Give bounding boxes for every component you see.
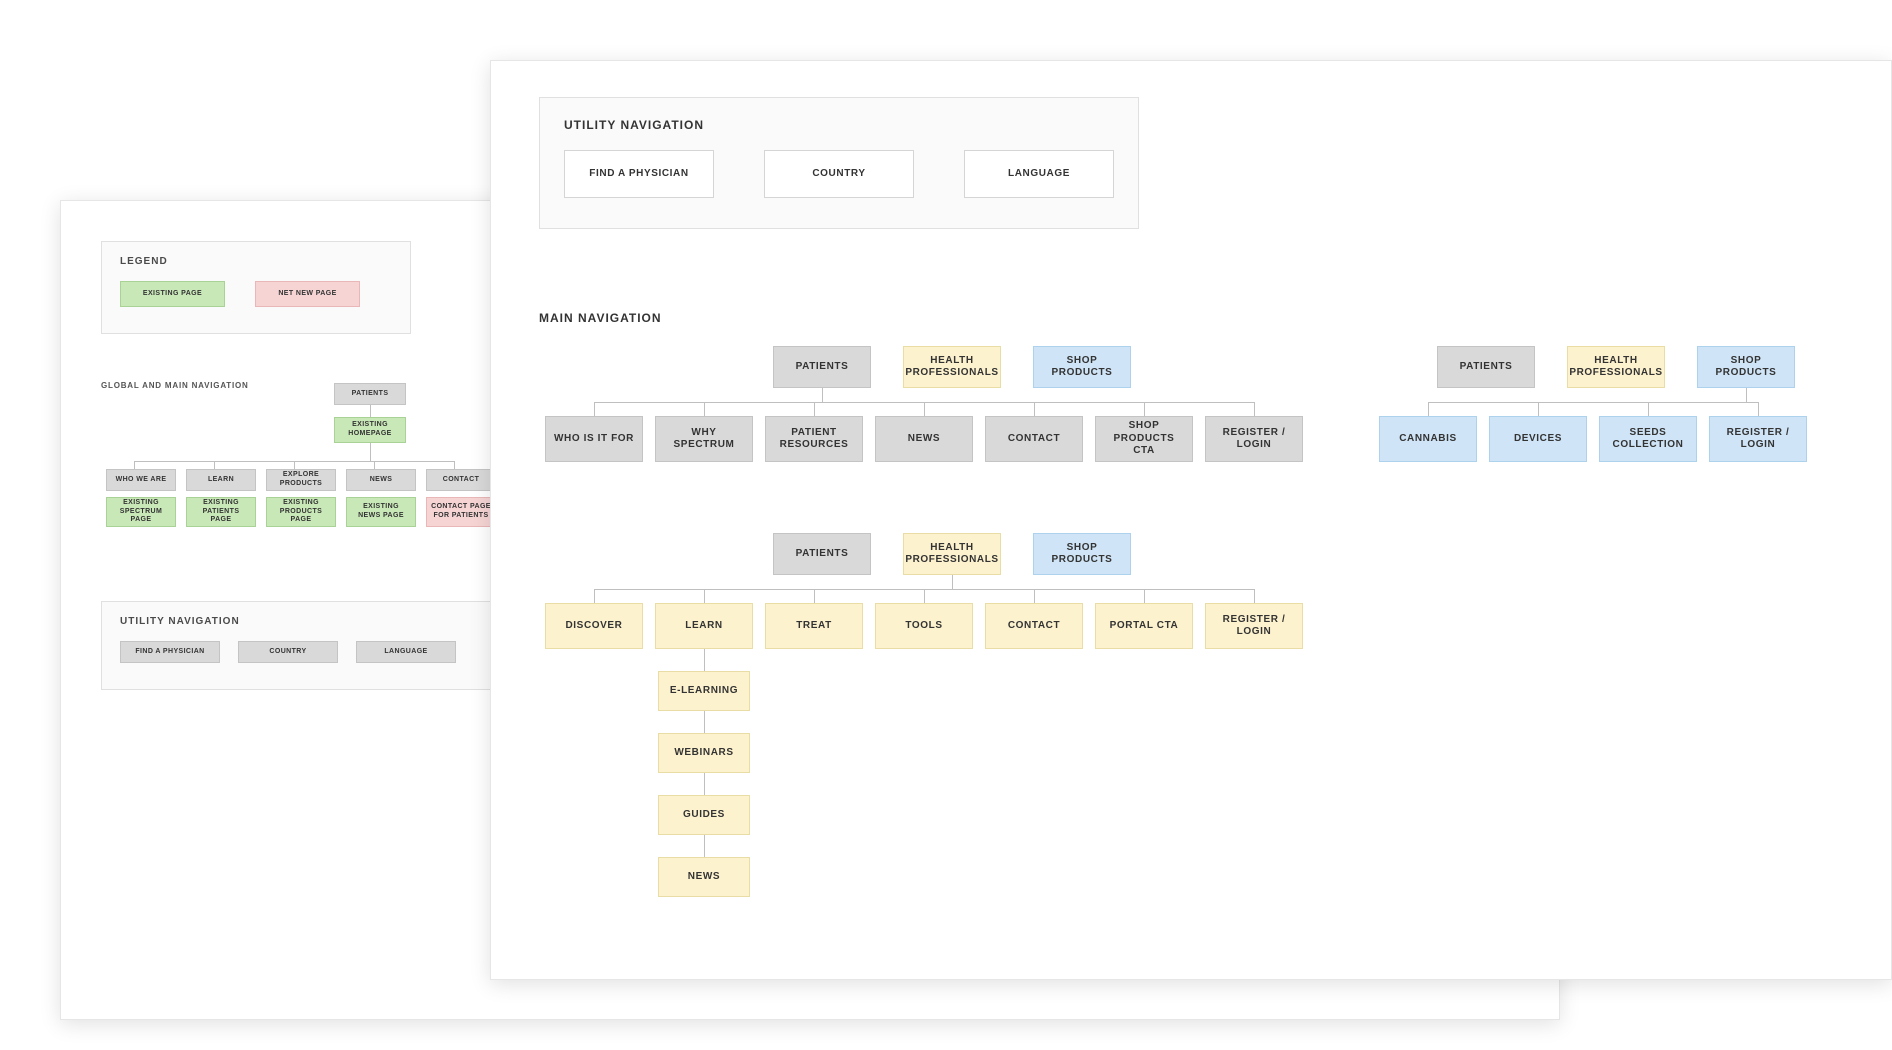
group-c-top: PATIENTS HEALTH PROFESSIONALS SHOP PRODU… xyxy=(757,533,1309,575)
sitemap-front-card: UTILITY NAVIGATION FIND A PHYSICIAN COUN… xyxy=(490,60,1892,980)
gc-sub-0: E-LEARNING xyxy=(658,671,750,711)
utility-back-title: UTILITY NAVIGATION xyxy=(120,616,552,627)
gc-c5: PORTAL CTA xyxy=(1095,603,1193,649)
utility-back-row: FIND A PHYSICIAN COUNTRY LANGUAGE xyxy=(120,641,552,663)
gb-c2: SEEDS COLLECTION xyxy=(1599,416,1697,462)
group-a-top: PATIENTS HEALTH PROFESSIONALS SHOP PRODU… xyxy=(757,346,1309,388)
back-top-stack: PATIENTS EXISTING HOMEPAGE xyxy=(334,383,406,443)
back-l2-1: EXISTING PATIENTS PAGE xyxy=(186,497,256,527)
learn-sub: E-LEARNING WEBINARS GUIDES NEWS xyxy=(658,649,750,897)
gc-top-0: PATIENTS xyxy=(773,533,871,575)
ga-c2: PATIENT RESOURCES xyxy=(765,416,863,462)
group-b-children: CANNABIS DEVICES SEEDS COLLECTION REGIST… xyxy=(1373,416,1813,462)
group-b-top: PATIENTS HEALTH PROFESSIONALS SHOP PRODU… xyxy=(1421,346,1813,388)
gb-c1: DEVICES xyxy=(1489,416,1587,462)
gb-c3: REGISTER / LOGIN xyxy=(1709,416,1807,462)
util-back-1: COUNTRY xyxy=(238,641,338,663)
gb-top-2: SHOP PRODUCTS xyxy=(1697,346,1795,388)
utility-front-panel: UTILITY NAVIGATION FIND A PHYSICIAN COUN… xyxy=(539,97,1139,229)
group-a: PATIENTS HEALTH PROFESSIONALS SHOP PRODU… xyxy=(539,346,1309,462)
gc-sub-2: GUIDES xyxy=(658,795,750,835)
gb-top-1: HEALTH PROFESSIONALS xyxy=(1567,346,1665,388)
ga-c4: CONTACT xyxy=(985,416,1083,462)
back-patients: PATIENTS xyxy=(334,383,406,405)
ga-c6: REGISTER / LOGIN xyxy=(1205,416,1303,462)
back-l1-area: WHO WE ARE LEARN EXPLORE PRODUCTS NEWS C… xyxy=(101,461,501,527)
ga-c0: WHO IS IT FOR xyxy=(545,416,643,462)
gc-top-2: SHOP PRODUCTS xyxy=(1033,533,1131,575)
group-c-children: DISCOVER LEARN TREAT TOOLS CONTACT PORTA… xyxy=(539,603,1309,649)
gc-sub-3: NEWS xyxy=(658,857,750,897)
main-nav-title: MAIN NAVIGATION xyxy=(539,311,662,325)
back-l2-0: EXISTING SPECTRUM PAGE xyxy=(106,497,176,527)
back-l2-4: CONTACT PAGE FOR PATIENTS xyxy=(426,497,496,527)
gc-top-1: HEALTH PROFESSIONALS xyxy=(903,533,1001,575)
legend-panel: LEGEND EXISTING PAGE NET NEW PAGE xyxy=(101,241,411,334)
back-l2-3: EXISTING NEWS PAGE xyxy=(346,497,416,527)
util-front-2: LANGUAGE xyxy=(964,150,1114,198)
gc-c3: TOOLS xyxy=(875,603,973,649)
utility-front-title: UTILITY NAVIGATION xyxy=(564,118,1114,132)
ga-top-0: PATIENTS xyxy=(773,346,871,388)
back-l1-1: LEARN xyxy=(186,469,256,491)
gc-c4: CONTACT xyxy=(985,603,1083,649)
ga-c5: SHOP PRODUCTS CTA xyxy=(1095,416,1193,462)
util-front-0: FIND A PHYSICIAN xyxy=(564,150,714,198)
legend-row: EXISTING PAGE NET NEW PAGE xyxy=(120,281,392,307)
legend-title: LEGEND xyxy=(120,256,392,267)
util-back-0: FIND A PHYSICIAN xyxy=(120,641,220,663)
back-homepage: EXISTING HOMEPAGE xyxy=(334,417,406,443)
ga-top-2: SHOP PRODUCTS xyxy=(1033,346,1131,388)
gb-top-0: PATIENTS xyxy=(1437,346,1535,388)
gc-c0: DISCOVER xyxy=(545,603,643,649)
legend-netnew: NET NEW PAGE xyxy=(255,281,360,307)
back-l2-2: EXISTING PRODUCTS PAGE xyxy=(266,497,336,527)
util-back-2: LANGUAGE xyxy=(356,641,456,663)
ga-c3: NEWS xyxy=(875,416,973,462)
back-l1-2: EXPLORE PRODUCTS xyxy=(266,469,336,491)
gb-c0: CANNABIS xyxy=(1379,416,1477,462)
back-l1-0: WHO WE ARE xyxy=(106,469,176,491)
group-c: PATIENTS HEALTH PROFESSIONALS SHOP PRODU… xyxy=(539,533,1309,649)
global-main-nav-title: GLOBAL AND MAIN NAVIGATION xyxy=(101,381,249,390)
gc-c6: REGISTER / LOGIN xyxy=(1205,603,1303,649)
ga-top-1: HEALTH PROFESSIONALS xyxy=(903,346,1001,388)
group-a-children: WHO IS IT FOR WHY SPECTRUM PATIENT RESOU… xyxy=(539,416,1309,462)
back-l1-row: WHO WE ARE LEARN EXPLORE PRODUCTS NEWS C… xyxy=(101,469,501,491)
gc-c2: TREAT xyxy=(765,603,863,649)
group-b: PATIENTS HEALTH PROFESSIONALS SHOP PRODU… xyxy=(1373,346,1813,462)
legend-existing: EXISTING PAGE xyxy=(120,281,225,307)
back-l2-row: EXISTING SPECTRUM PAGE EXISTING PATIENTS… xyxy=(101,497,501,527)
back-l1-4: CONTACT xyxy=(426,469,496,491)
gc-c1: LEARN xyxy=(655,603,753,649)
utility-front-row: FIND A PHYSICIAN COUNTRY LANGUAGE xyxy=(564,150,1114,198)
util-front-1: COUNTRY xyxy=(764,150,914,198)
back-l1-3: NEWS xyxy=(346,469,416,491)
gc-sub-1: WEBINARS xyxy=(658,733,750,773)
ga-c1: WHY SPECTRUM xyxy=(655,416,753,462)
